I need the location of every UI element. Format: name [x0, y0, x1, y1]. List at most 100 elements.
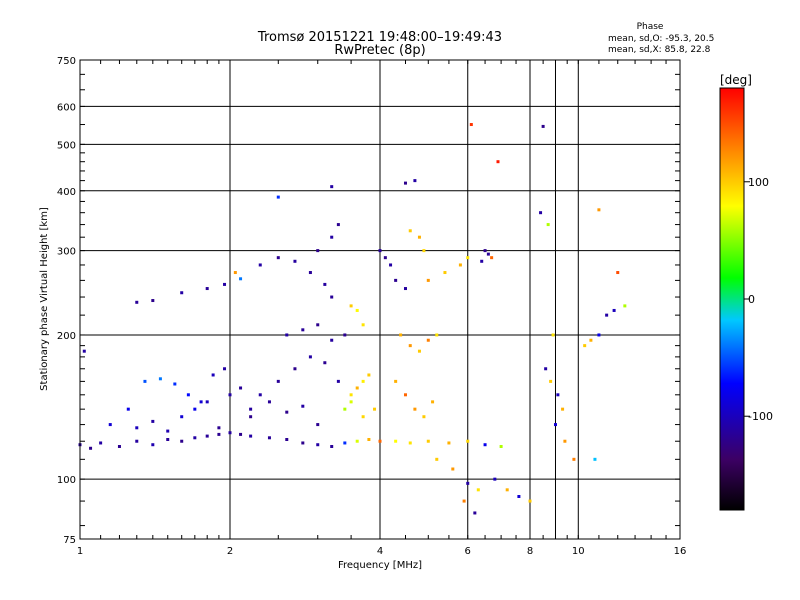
data-point [541, 124, 545, 128]
data-point [361, 415, 365, 419]
data-point [285, 410, 289, 414]
data-point [466, 481, 470, 485]
data-point [151, 419, 155, 423]
data-point [135, 426, 139, 430]
data-point [394, 278, 398, 282]
colorbar-ticks: -100 0 100 [744, 176, 773, 423]
data-point [267, 400, 271, 404]
data-point [517, 494, 521, 498]
data-point [336, 379, 340, 383]
y-tick-label: 600 [57, 102, 76, 113]
stats-x-line: mean, sd,X: 85.8, 22.8 [608, 45, 711, 55]
data-point [499, 444, 503, 448]
x-tick-labels: 1 2 4 6 8 10 16 [77, 546, 687, 557]
data-point [108, 423, 112, 427]
data-point [301, 328, 305, 332]
data-point [480, 259, 484, 263]
data-point [158, 377, 162, 381]
data-point [447, 441, 451, 445]
data-point [223, 367, 227, 371]
data-point [233, 271, 237, 275]
data-point [89, 446, 93, 450]
data-point [205, 287, 209, 291]
data-point [546, 223, 550, 227]
data-point [180, 291, 184, 295]
data-point [551, 333, 555, 337]
data-point [330, 185, 334, 189]
stats-heading: Phase [637, 22, 664, 32]
data-point [539, 211, 543, 215]
data-point [505, 488, 509, 492]
data-point [451, 467, 455, 471]
data-point [528, 499, 532, 503]
data-point [343, 441, 347, 445]
data-point [316, 249, 320, 253]
data-point [435, 333, 439, 337]
data-point [426, 439, 430, 443]
data-point [593, 457, 597, 461]
data-point [293, 259, 297, 263]
x-tick-label: 2 [227, 546, 233, 557]
data-point [556, 393, 560, 397]
data-point [285, 438, 289, 442]
x-tick-label: 6 [465, 546, 471, 557]
data-point [349, 400, 353, 404]
data-point [285, 333, 289, 337]
x-tick-label: 10 [572, 546, 585, 557]
data-point [408, 344, 412, 348]
x-tick-label: 1 [77, 546, 83, 557]
data-point [301, 441, 305, 445]
data-point [193, 407, 197, 411]
colorbar-tick-label: 0 [748, 293, 755, 306]
y-tick-label: 500 [57, 140, 76, 151]
chart-subtitle: RwPretec (8p) [334, 43, 425, 58]
data-point [403, 393, 407, 397]
data-point [355, 308, 359, 312]
y-tick-label: 300 [57, 247, 76, 258]
data-point [496, 160, 500, 164]
data-point [544, 367, 548, 371]
data-point [330, 338, 334, 342]
data-point [223, 282, 227, 286]
data-point [249, 434, 253, 438]
data-point [408, 229, 412, 233]
data-point [117, 444, 121, 448]
grid [79, 59, 681, 539]
data-point [403, 287, 407, 291]
chart-title: Tromsø 20151221 19:48:00–19:49:43 [257, 30, 502, 45]
data-point [483, 249, 487, 253]
data-point [330, 295, 334, 299]
y-tick-label: 750 [57, 56, 76, 67]
data-point [394, 439, 398, 443]
data-point [458, 263, 462, 267]
data-point [483, 443, 487, 447]
data-point [173, 382, 177, 386]
data-point [361, 323, 365, 327]
data-point [623, 304, 627, 308]
data-point [308, 271, 312, 275]
data-point [316, 323, 320, 327]
data-point [572, 457, 576, 461]
data-point [180, 415, 184, 419]
data-point [413, 179, 417, 183]
data-point [563, 439, 567, 443]
data-points [78, 123, 627, 515]
data-point [383, 256, 387, 260]
data-point [126, 407, 130, 411]
data-point [431, 400, 435, 404]
data-point [616, 271, 620, 275]
data-point [211, 373, 215, 377]
colorbar [719, 87, 745, 511]
data-point [316, 423, 320, 427]
data-point [549, 379, 553, 383]
data-point [597, 333, 601, 337]
data-point [249, 407, 253, 411]
data-point [151, 299, 155, 303]
data-point [323, 282, 327, 286]
data-point [422, 249, 426, 253]
data-point [205, 434, 209, 438]
data-point [378, 439, 382, 443]
y-tick-label: 200 [57, 331, 76, 342]
data-point [308, 355, 312, 359]
